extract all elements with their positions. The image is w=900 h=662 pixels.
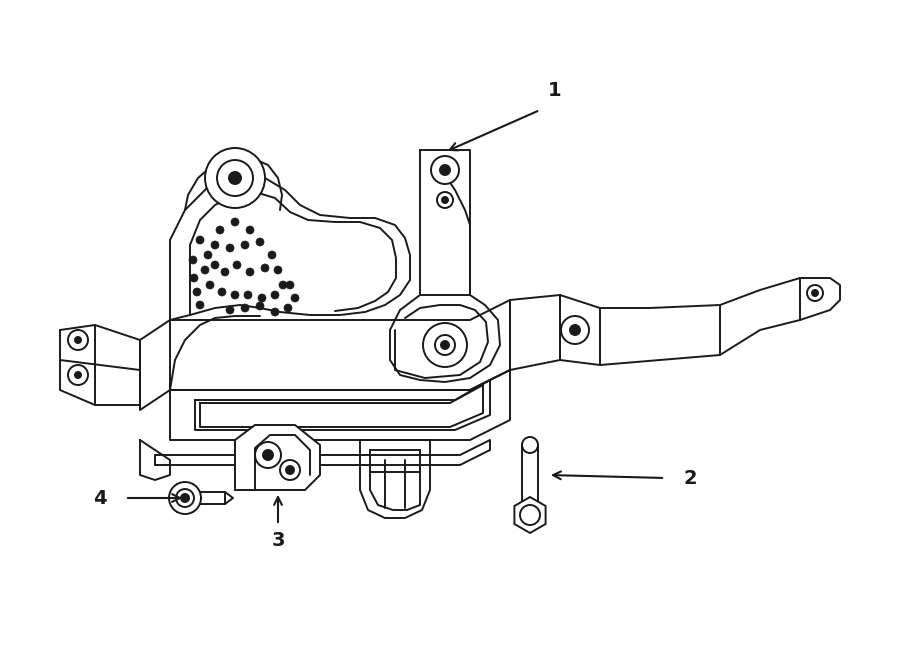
Circle shape (193, 288, 201, 296)
Circle shape (176, 489, 194, 507)
Circle shape (263, 450, 273, 460)
Polygon shape (515, 497, 545, 533)
Circle shape (211, 241, 219, 249)
Circle shape (75, 372, 81, 378)
Circle shape (75, 337, 81, 343)
Circle shape (190, 274, 198, 282)
Circle shape (522, 437, 538, 453)
Circle shape (520, 505, 540, 525)
Circle shape (218, 288, 226, 296)
Circle shape (226, 306, 234, 314)
Circle shape (181, 494, 189, 502)
Circle shape (256, 238, 264, 246)
Text: 3: 3 (271, 530, 284, 549)
Circle shape (812, 290, 818, 296)
Circle shape (274, 266, 282, 274)
Circle shape (246, 268, 254, 276)
Circle shape (231, 291, 239, 299)
Circle shape (189, 256, 197, 264)
Circle shape (807, 285, 823, 301)
Circle shape (196, 301, 204, 309)
Circle shape (271, 291, 279, 299)
Circle shape (206, 281, 214, 289)
Circle shape (217, 160, 253, 196)
Circle shape (201, 266, 209, 274)
Text: 2: 2 (683, 469, 697, 487)
Circle shape (271, 308, 279, 316)
Circle shape (221, 268, 229, 276)
Bar (185, 492, 225, 504)
Circle shape (205, 148, 265, 208)
Circle shape (231, 218, 239, 226)
Circle shape (435, 335, 455, 355)
Bar (522, 445, 538, 510)
Text: 1: 1 (548, 81, 562, 99)
Circle shape (211, 261, 219, 269)
Circle shape (286, 281, 294, 289)
Circle shape (216, 226, 224, 234)
Circle shape (241, 304, 249, 312)
Circle shape (441, 341, 449, 349)
Circle shape (437, 192, 453, 208)
Polygon shape (169, 484, 201, 512)
Circle shape (431, 156, 459, 184)
Circle shape (169, 482, 201, 514)
Polygon shape (235, 425, 320, 490)
Circle shape (196, 236, 204, 244)
Circle shape (241, 241, 249, 249)
Circle shape (68, 365, 88, 385)
Circle shape (261, 264, 269, 272)
Circle shape (442, 197, 448, 203)
Circle shape (68, 330, 88, 350)
Text: 4: 4 (94, 489, 107, 508)
Circle shape (440, 165, 450, 175)
Circle shape (255, 442, 281, 468)
Circle shape (244, 291, 252, 299)
Circle shape (286, 466, 294, 474)
Circle shape (246, 226, 254, 234)
Circle shape (284, 304, 292, 312)
Circle shape (229, 172, 241, 184)
Circle shape (226, 244, 234, 252)
Circle shape (258, 294, 266, 302)
Circle shape (280, 460, 300, 480)
Circle shape (570, 325, 580, 335)
Circle shape (204, 251, 212, 259)
Circle shape (423, 323, 467, 367)
Circle shape (256, 302, 264, 310)
Circle shape (561, 316, 589, 344)
Circle shape (279, 281, 287, 289)
Circle shape (291, 294, 299, 302)
Circle shape (233, 261, 241, 269)
Circle shape (268, 251, 276, 259)
